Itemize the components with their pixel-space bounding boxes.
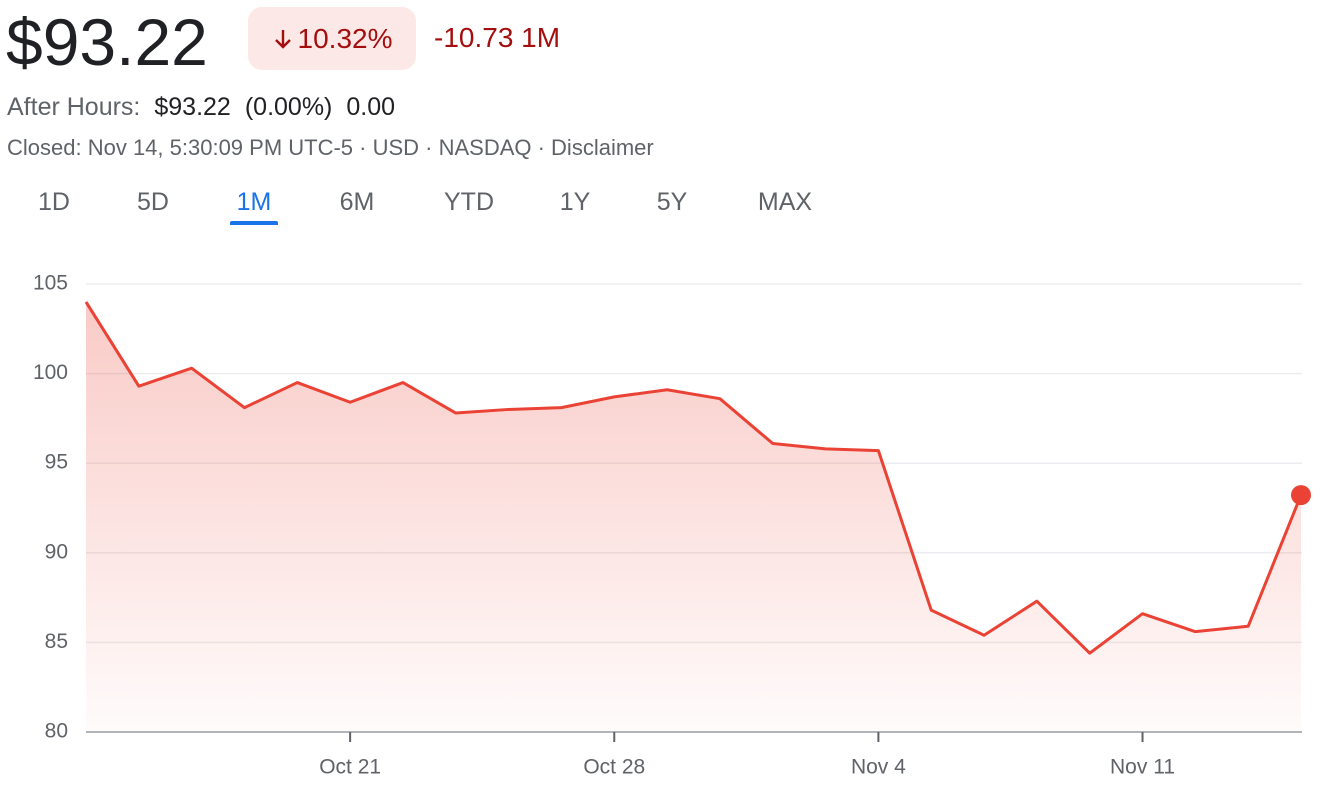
range-tab[interactable]: 1Y: [559, 188, 591, 216]
after-hours-change: 0.00: [346, 93, 396, 121]
x-tick-label: Oct 28: [583, 756, 645, 779]
y-tick-label: 80: [45, 720, 68, 743]
range-tab[interactable]: 1M: [236, 188, 272, 216]
market-status: Closed: Nov 14, 5:30:09 PM UTC-5 · USD ·…: [7, 135, 654, 160]
active-tab-indicator: [230, 221, 278, 225]
change: -10.73 1M: [434, 22, 561, 53]
after-hours: After Hours: $93.22 (0.00%) 0.00: [7, 93, 409, 122]
after-hours-percent: (0.00%): [244, 93, 333, 121]
price-line: [84, 301, 1303, 655]
after-hours-label: After Hours:: [7, 93, 141, 121]
price: $93.22: [6, 5, 208, 79]
last-point: [1291, 485, 1311, 506]
y-tick-label: 100: [33, 361, 68, 384]
change-badge: 10.32%: [248, 7, 416, 70]
y-tick-label: 90: [45, 540, 68, 563]
area: [86, 301, 1301, 732]
after-hours-price: $93.22: [154, 93, 231, 121]
range-tab[interactable]: 5D: [137, 188, 169, 216]
range-tab[interactable]: YTD: [444, 188, 494, 216]
range-tab[interactable]: 1D: [38, 188, 70, 216]
x-tick-label: Nov 11: [1110, 756, 1175, 779]
down-arrow-icon: [274, 29, 291, 49]
change-percent: 10.32%: [297, 22, 393, 54]
range-tab[interactable]: 5Y: [656, 188, 688, 216]
range-tab[interactable]: 6M: [339, 188, 375, 216]
y-tick-label: 85: [45, 630, 68, 653]
y-tick-label: 105: [33, 272, 68, 295]
x-tick-label: Oct 21: [319, 756, 381, 779]
x-tick-label: Nov 4: [851, 756, 906, 779]
y-tick-label: 95: [45, 451, 68, 474]
range-tab[interactable]: MAX: [757, 188, 813, 216]
